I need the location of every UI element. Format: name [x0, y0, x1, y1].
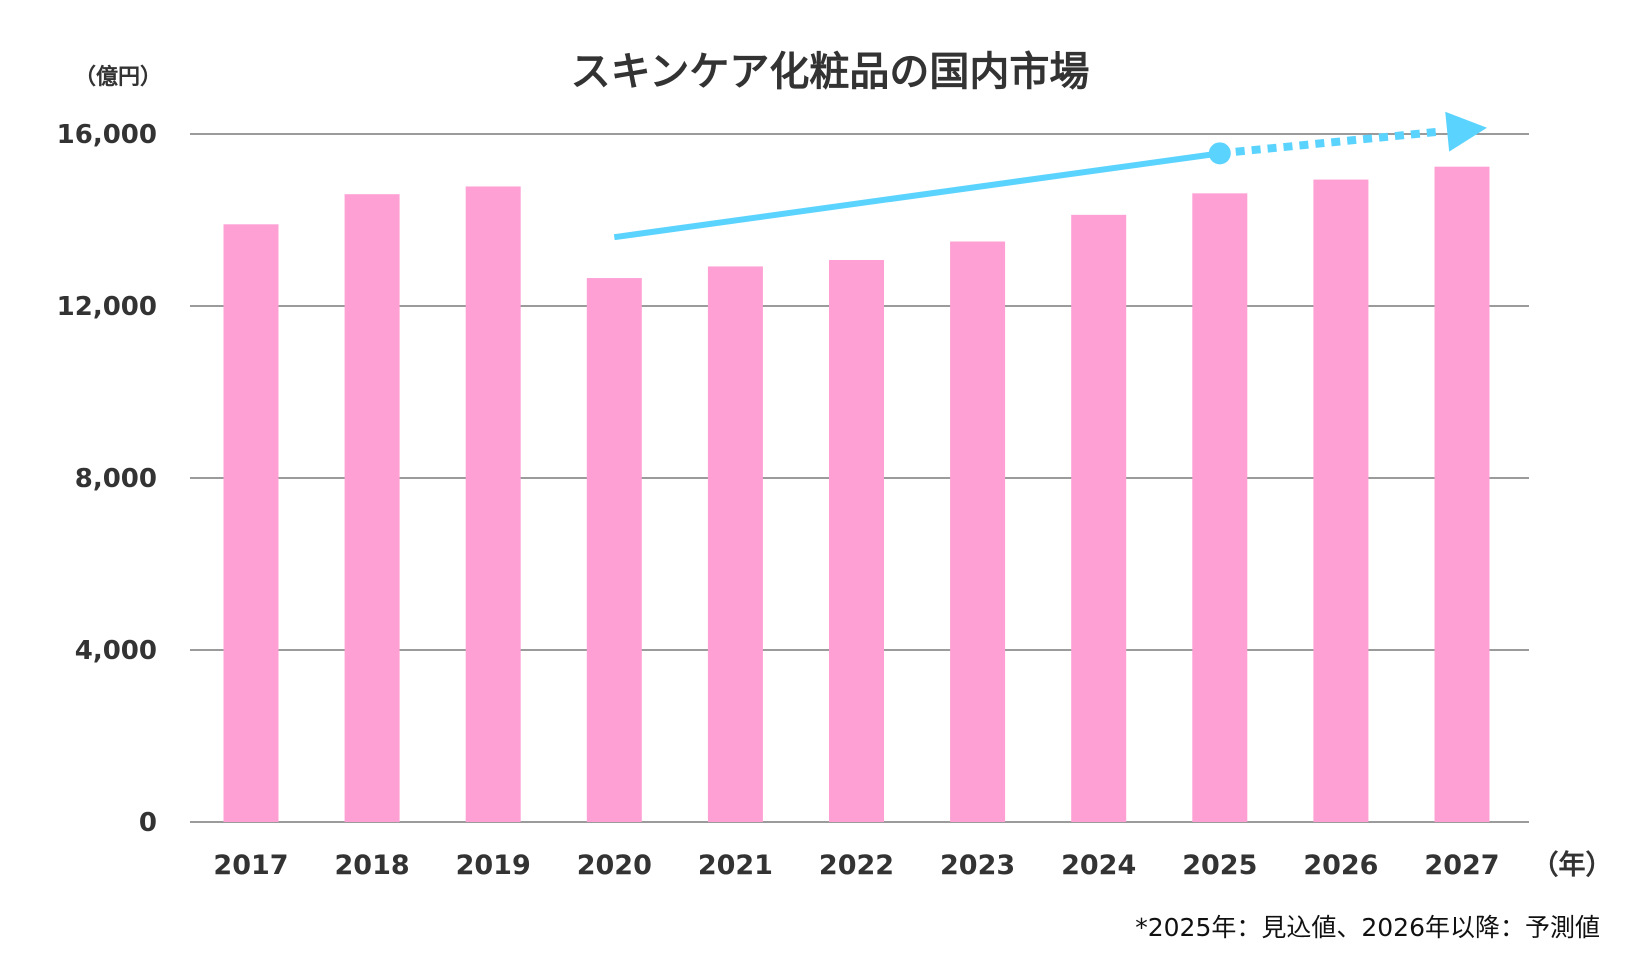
bar — [465, 186, 521, 822]
y-axis-unit-label: （億円） — [74, 64, 162, 90]
bar — [223, 224, 279, 823]
bar — [344, 194, 400, 822]
y-axis-ticks: 0 4,000 8,000 12,000 16,000 — [57, 120, 157, 838]
chart-title: スキンケア化粧品の国内市場 — [571, 49, 1090, 95]
x-tick-label: 2017 — [213, 850, 288, 881]
bars — [223, 166, 1490, 823]
y-tick-label: 4,000 — [75, 636, 157, 666]
y-tick-label: 12,000 — [57, 292, 157, 322]
x-tick-label: 2026 — [1303, 850, 1378, 881]
x-tick-label: 2023 — [940, 850, 1015, 881]
x-tick-label: 2027 — [1424, 850, 1499, 881]
bar — [1071, 214, 1127, 823]
bar — [829, 259, 884, 822]
arrow-head-icon — [1445, 111, 1487, 152]
footnote: *2025年：見込値、2026年以降：予測値 — [1135, 913, 1600, 942]
x-tick-label: 2018 — [335, 850, 410, 881]
x-tick-label: 2022 — [819, 850, 894, 881]
trend-line-solid — [613, 150, 1221, 241]
trend-arrow — [613, 111, 1487, 241]
x-tick-label: 2020 — [577, 850, 652, 881]
x-tick-label: 2024 — [1061, 850, 1136, 881]
x-tick-label: 2025 — [1182, 850, 1257, 881]
x-tick-label: 2019 — [456, 850, 531, 881]
bar — [1313, 179, 1369, 822]
bar — [586, 278, 642, 822]
bar — [1192, 193, 1248, 823]
trend-point — [1208, 142, 1231, 165]
x-axis-unit-label: （年） — [1532, 849, 1613, 881]
y-tick-label: 0 — [139, 808, 157, 838]
y-tick-label: 8,000 — [75, 464, 157, 494]
x-axis-ticks: 2017 2018 2019 2020 2021 2022 2023 2024 2025 2026… — [213, 850, 1499, 881]
y-tick-label: 16,000 — [57, 120, 157, 150]
bar — [1434, 166, 1490, 822]
bar — [950, 241, 1006, 822]
bar — [707, 266, 763, 822]
trend-line-dotted — [1219, 127, 1440, 158]
x-tick-label: 2021 — [698, 850, 773, 881]
